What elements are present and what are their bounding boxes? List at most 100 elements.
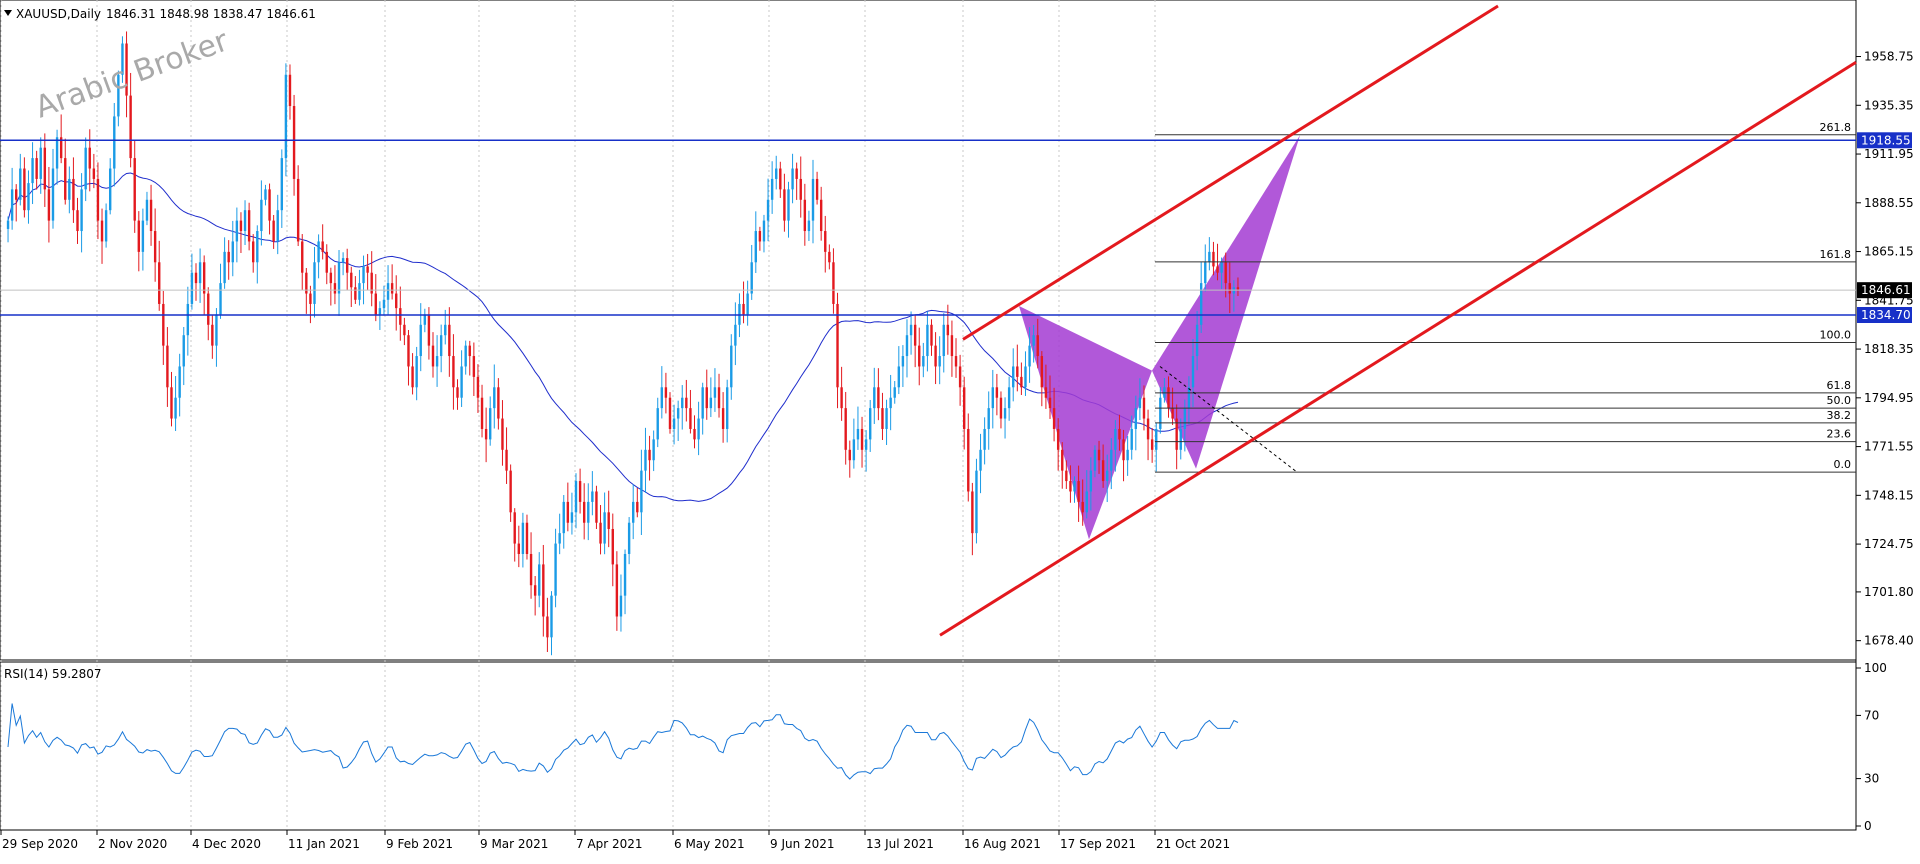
rsi-series — [7, 703, 1239, 780]
candle-body — [476, 376, 480, 398]
candle-body — [484, 428, 488, 440]
candle-body — [1199, 283, 1203, 325]
candle-body — [521, 522, 525, 554]
candle-body — [292, 106, 296, 179]
candle-body — [873, 387, 876, 409]
candle-body — [1216, 266, 1219, 273]
candle-body — [1056, 428, 1060, 450]
candle-body — [795, 168, 798, 179]
candle-body — [39, 147, 42, 179]
candle-body — [423, 314, 427, 325]
channel-lower-line — [939, 60, 1857, 637]
candle-body — [59, 137, 63, 159]
candle-body — [15, 189, 18, 200]
price-tick-label: 1678.40 — [1864, 634, 1914, 648]
candle-body — [88, 147, 91, 169]
candle-body — [162, 303, 165, 346]
candle-body — [517, 543, 521, 554]
fib-trend-line — [1159, 366, 1298, 473]
candle-body — [991, 387, 994, 409]
candle-body — [1089, 470, 1093, 492]
candle-body — [885, 408, 888, 429]
candle-body — [1224, 262, 1227, 284]
candle-body — [460, 366, 463, 398]
candle-body — [750, 262, 753, 294]
time-tick-label: 29 Sep 2020 — [2, 837, 78, 851]
candle-body — [170, 387, 173, 419]
menu-triangle-icon[interactable] — [4, 10, 12, 16]
candle-body — [350, 272, 353, 288]
candle-body — [681, 397, 684, 409]
candle-body — [513, 512, 516, 544]
candle-body — [676, 408, 680, 419]
candle-body — [493, 387, 496, 409]
level-price-tag — [1857, 132, 1912, 149]
candle-body — [395, 293, 398, 309]
candle-body — [1061, 449, 1064, 471]
candle-body — [893, 387, 896, 398]
candle-body — [100, 220, 104, 242]
candle-body — [730, 345, 733, 388]
price-tick-label: 1911.95 — [1864, 147, 1914, 161]
candle-body — [632, 501, 635, 523]
fibonacci-levels[interactable]: 261.8 161.8 100.0 61.8 50.0 38.2 23.6 0.0 — [1155, 121, 1856, 473]
candle-body — [341, 258, 345, 263]
rsi-pane[interactable] — [0, 661, 1857, 831]
candle-body — [411, 366, 414, 388]
candle-body — [419, 324, 422, 357]
candle-body — [1159, 397, 1162, 429]
candle-body — [27, 183, 30, 211]
candle-body — [693, 428, 696, 440]
candle-body — [313, 262, 316, 304]
candle-body — [64, 158, 67, 200]
candle-body — [574, 481, 578, 513]
candle-body — [869, 408, 872, 440]
candle-body — [856, 428, 860, 440]
candle-body — [113, 116, 116, 169]
candle-body — [570, 512, 574, 523]
fib-level-label: 0.0 — [1834, 458, 1852, 471]
candle-body — [386, 283, 390, 300]
ma-line — [7, 172, 1239, 502]
candle-body — [1134, 408, 1138, 429]
candle-body — [619, 595, 623, 617]
candle-body — [1228, 283, 1231, 294]
candle-body — [399, 308, 402, 325]
candle-body — [1077, 481, 1080, 502]
candle-body — [489, 408, 492, 440]
candle-body — [1007, 387, 1011, 409]
candle-body — [288, 74, 292, 107]
candle-body — [247, 210, 251, 242]
candle-body — [533, 585, 537, 596]
candle-body — [1142, 397, 1146, 419]
candle-body — [697, 418, 700, 440]
candle-body — [705, 387, 708, 409]
candle-body — [264, 189, 267, 200]
candle-body — [881, 408, 884, 429]
current-price-tag — [1857, 282, 1912, 299]
candle-body — [223, 251, 226, 284]
candle-body — [1167, 387, 1170, 409]
candle-body — [129, 95, 132, 159]
candle-body — [967, 428, 970, 492]
horizontal-levels[interactable]: 1918.55 1834.70 1846.61 — [0, 132, 1912, 323]
candle-body — [51, 168, 55, 221]
candle-body — [775, 168, 778, 179]
candle-body — [272, 220, 275, 242]
time-tick-label: 21 Oct 2021 — [1156, 837, 1230, 851]
candle-body — [444, 324, 447, 336]
candles — [6, 31, 1240, 656]
candle-body — [640, 470, 643, 513]
candle-body — [403, 324, 406, 336]
candle-body — [202, 262, 206, 294]
candle-body — [501, 418, 504, 450]
candle-body — [578, 481, 582, 502]
candle-body — [219, 283, 222, 315]
rsi-tick-label: 70 — [1864, 708, 1879, 722]
candle-body — [975, 470, 978, 534]
price-channel[interactable] — [939, 4, 1857, 637]
candle-body — [1073, 481, 1076, 492]
candle-body — [296, 178, 300, 242]
candle-body — [913, 324, 917, 346]
